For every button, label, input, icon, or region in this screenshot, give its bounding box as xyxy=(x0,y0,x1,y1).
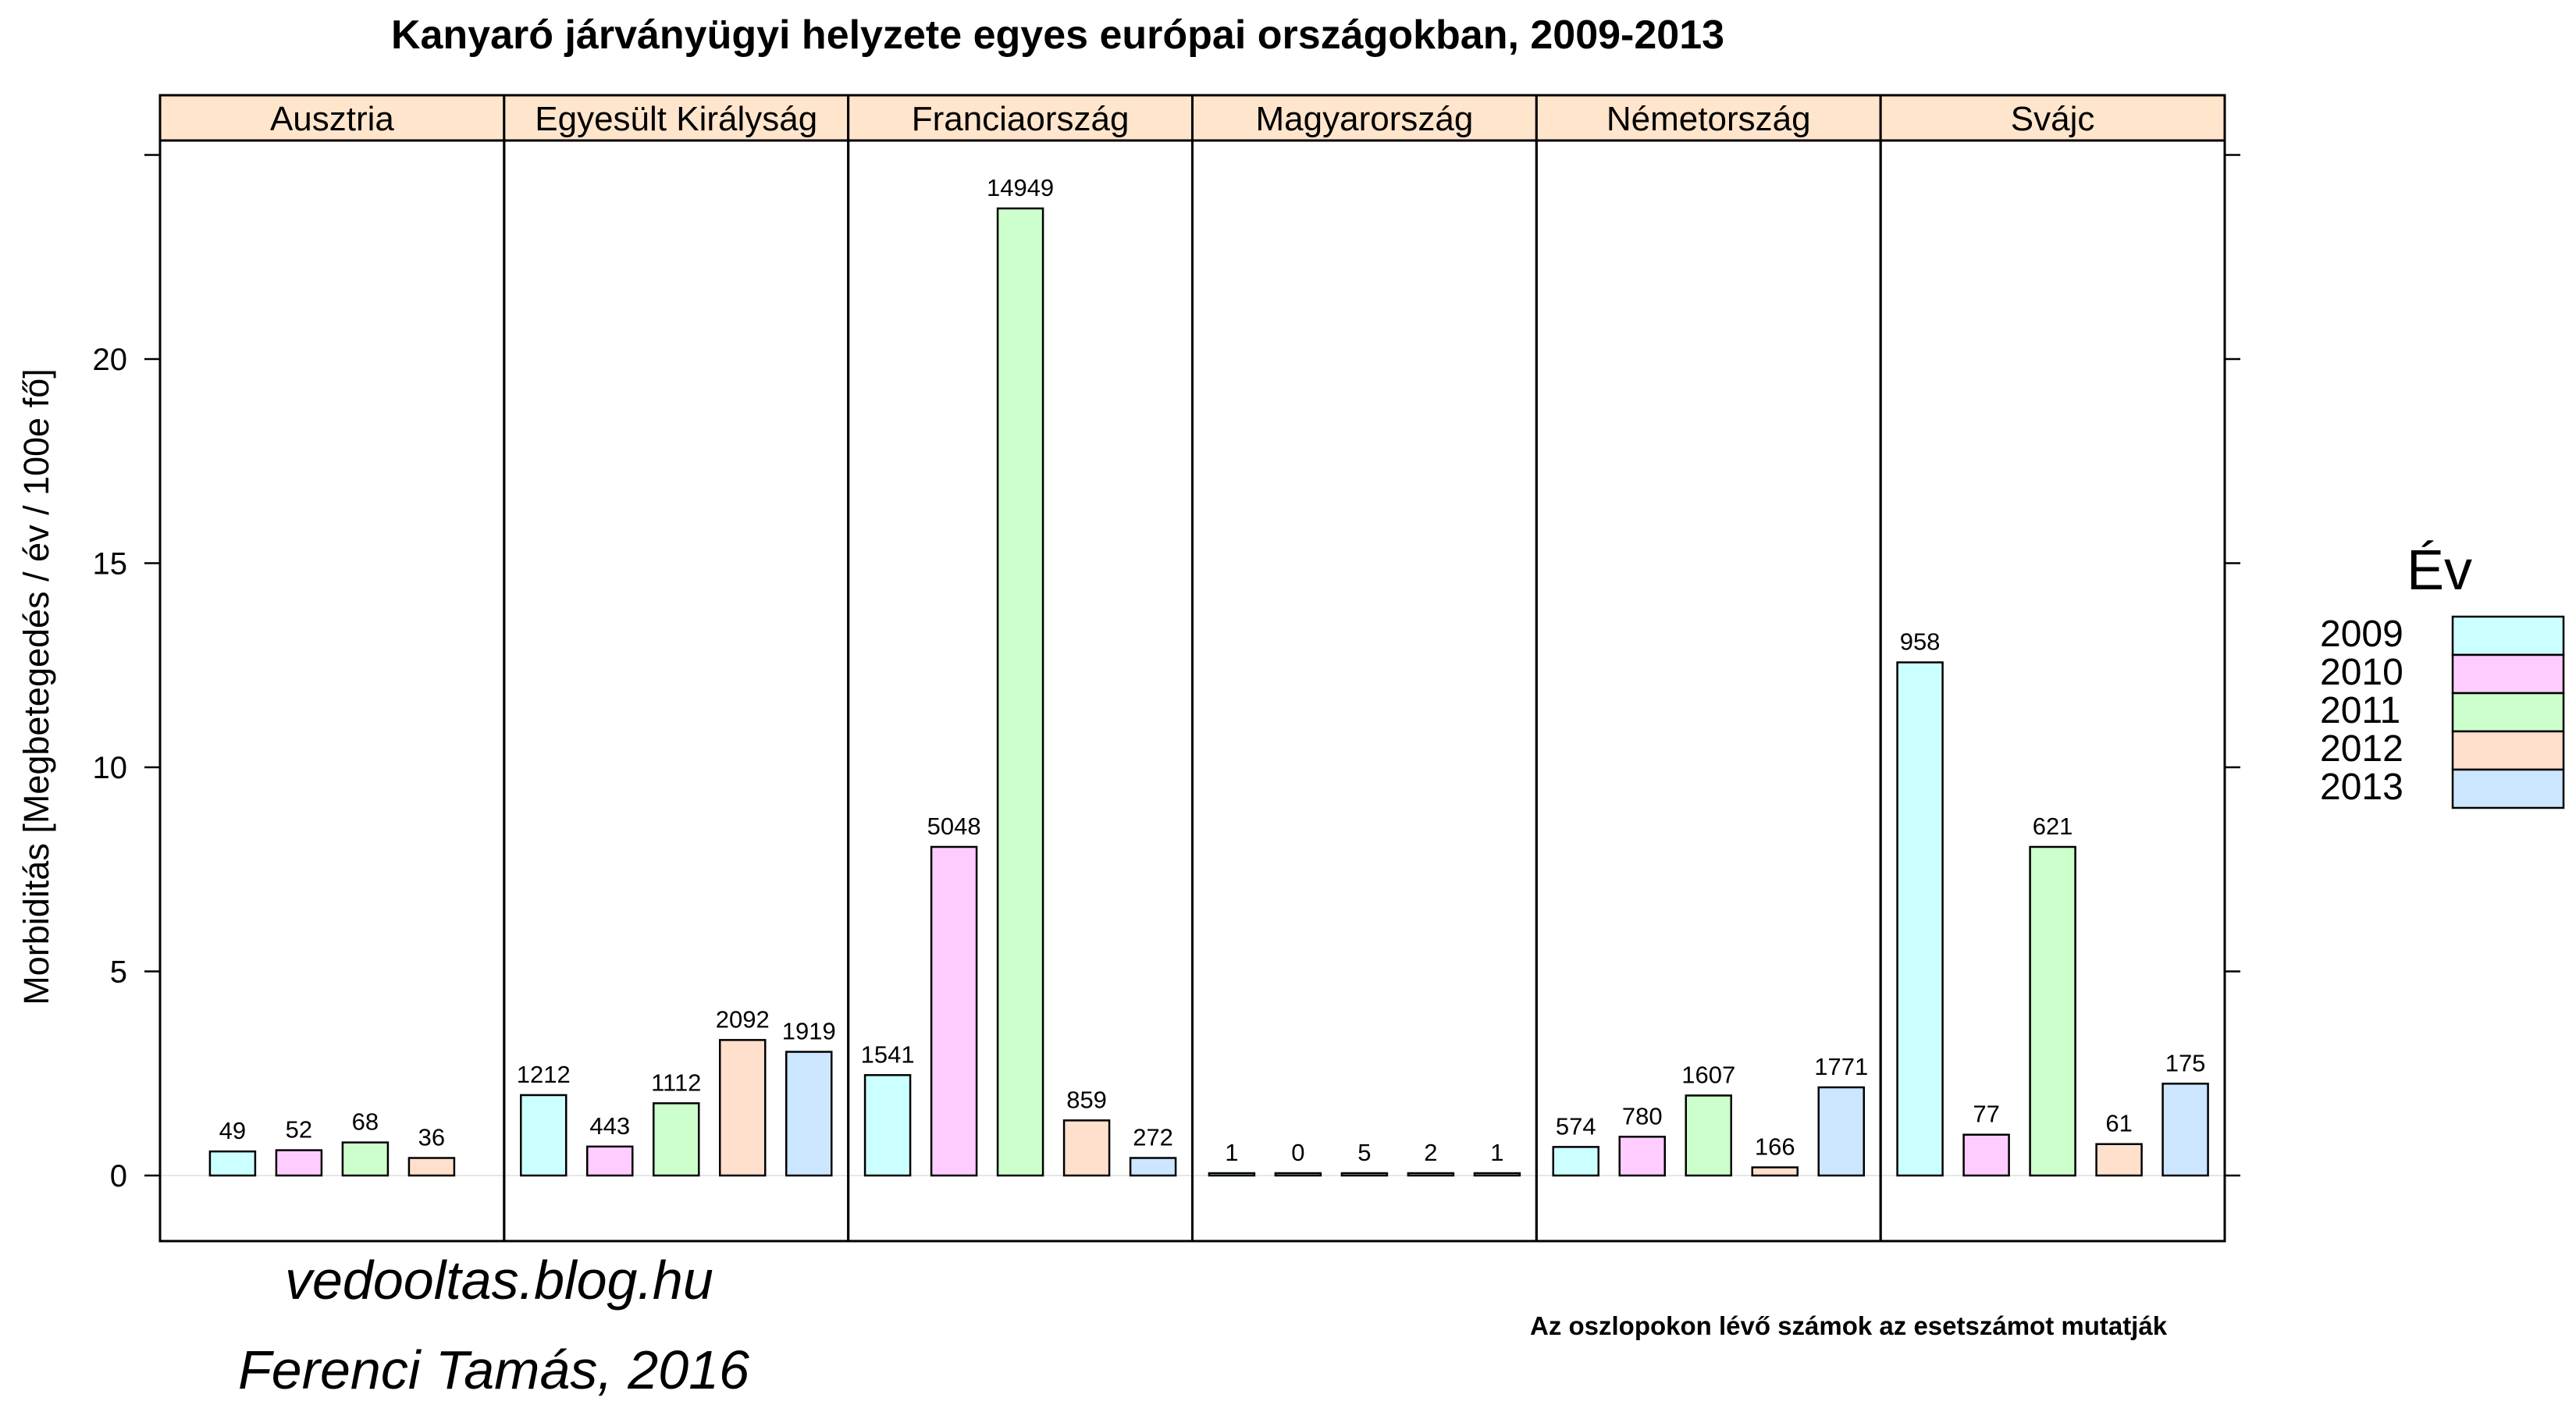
bar xyxy=(1685,1094,1732,1177)
data-label: 61 xyxy=(2105,1110,2132,1137)
legend-title: Év xyxy=(2407,539,2472,602)
chart-title: Kanyaró járványügyi helyzete egyes európ… xyxy=(391,12,1724,58)
bar xyxy=(2095,1143,2143,1177)
panel-label: Egyesült Királyság xyxy=(535,100,817,138)
legend-label: 2010 xyxy=(2320,652,2403,693)
data-label: 14949 xyxy=(987,174,1054,201)
data-label: 780 xyxy=(1622,1102,1663,1129)
bar xyxy=(341,1141,390,1177)
bar xyxy=(208,1150,257,1177)
data-label: 2 xyxy=(1424,1139,1437,1166)
panel-frames xyxy=(158,139,2226,1243)
data-label: 1 xyxy=(1225,1139,1238,1166)
panel-label: Magyarország xyxy=(1256,100,1474,138)
panel-strips: Ausztria Egyesült Királyság Franciaország M… xyxy=(158,94,2226,142)
data-label: 1919 xyxy=(782,1018,836,1045)
data-label: 443 xyxy=(589,1112,630,1140)
panel-frame xyxy=(1879,139,2226,1243)
bar xyxy=(863,1074,912,1177)
bar xyxy=(1751,1166,1799,1177)
footnote: Az oszlopokon lévő számok az esetszámot … xyxy=(1530,1311,2168,1340)
legend-swatch xyxy=(2451,615,2565,656)
data-label: 49 xyxy=(219,1117,246,1144)
strip-1 xyxy=(503,94,850,142)
bar xyxy=(586,1145,634,1177)
data-label: 1 xyxy=(1490,1139,1503,1166)
data-label: 5048 xyxy=(927,813,981,840)
legend-label: 2011 xyxy=(2320,690,2400,731)
data-label: 68 xyxy=(352,1108,379,1136)
credit-blog: vedooltas.blog.hu xyxy=(285,1250,713,1311)
tick-label: 15 xyxy=(93,547,128,582)
legend-swatch xyxy=(2451,768,2565,809)
bar xyxy=(1274,1172,1322,1177)
legend-swatch xyxy=(2451,692,2565,733)
data-label: 36 xyxy=(418,1124,445,1151)
panel-label: Svájc xyxy=(2011,100,2095,138)
bar xyxy=(1129,1157,1177,1177)
data-label: 859 xyxy=(1066,1086,1107,1113)
data-label: 52 xyxy=(286,1116,312,1144)
y-axis-label: Morbiditás [Megbetegedés / év / 100e fő] xyxy=(16,368,56,1005)
data-label: 574 xyxy=(1556,1112,1596,1140)
bar xyxy=(1340,1172,1389,1177)
strip-0 xyxy=(158,94,506,142)
bar xyxy=(1962,1133,2010,1177)
data-label: 77 xyxy=(1973,1101,1999,1128)
bar xyxy=(785,1051,833,1177)
panel-label: Ausztria xyxy=(270,100,394,138)
bar xyxy=(275,1149,323,1177)
panel-frame xyxy=(158,139,506,1243)
data-label: 621 xyxy=(2033,813,2073,840)
data-label: 272 xyxy=(1133,1124,1173,1151)
panel-frame xyxy=(1191,139,1538,1243)
legend-label: 2013 xyxy=(2320,767,2403,808)
data-label: 5 xyxy=(1357,1139,1371,1166)
data-label: 1541 xyxy=(861,1040,915,1068)
bar xyxy=(1407,1172,1455,1177)
data-label: 1112 xyxy=(651,1069,701,1096)
panel-label: Németország xyxy=(1606,100,1811,138)
tick-label: 0 xyxy=(110,1159,127,1193)
bar xyxy=(1552,1146,1599,1177)
data-label: 166 xyxy=(1755,1133,1795,1161)
strip-5 xyxy=(1879,94,2226,142)
data-label: 958 xyxy=(1900,628,1941,656)
bar xyxy=(407,1157,456,1177)
bar xyxy=(1062,1119,1111,1177)
legend-label: 2009 xyxy=(2320,614,2403,655)
data-label: 2092 xyxy=(716,1005,770,1033)
data-label: 1212 xyxy=(517,1061,571,1088)
bar xyxy=(930,845,978,1177)
bar xyxy=(653,1102,700,1177)
bar xyxy=(1896,661,1944,1177)
bar xyxy=(2029,845,2076,1177)
bar xyxy=(1208,1172,1256,1177)
legend-swatch xyxy=(2451,730,2565,771)
data-label: 175 xyxy=(2165,1049,2206,1076)
tick-label: 10 xyxy=(93,751,128,785)
bar xyxy=(2161,1083,2209,1177)
bar xyxy=(1473,1172,1521,1177)
bar xyxy=(1817,1086,1865,1177)
bar xyxy=(996,207,1044,1177)
data-label: 1607 xyxy=(1681,1061,1735,1088)
credit-author: Ferenci Tamás, 2016 xyxy=(238,1339,749,1400)
legend-label: 2012 xyxy=(2320,728,2403,770)
tick-label: 5 xyxy=(110,955,127,990)
bar xyxy=(1618,1136,1666,1177)
data-label: 1771 xyxy=(1814,1053,1868,1080)
bar xyxy=(520,1094,568,1177)
legend-swatch xyxy=(2451,653,2565,695)
data-label: 0 xyxy=(1291,1139,1304,1166)
bar xyxy=(719,1039,767,1177)
panel-label: Franciaország xyxy=(912,100,1130,138)
tick-label: 20 xyxy=(93,343,128,377)
